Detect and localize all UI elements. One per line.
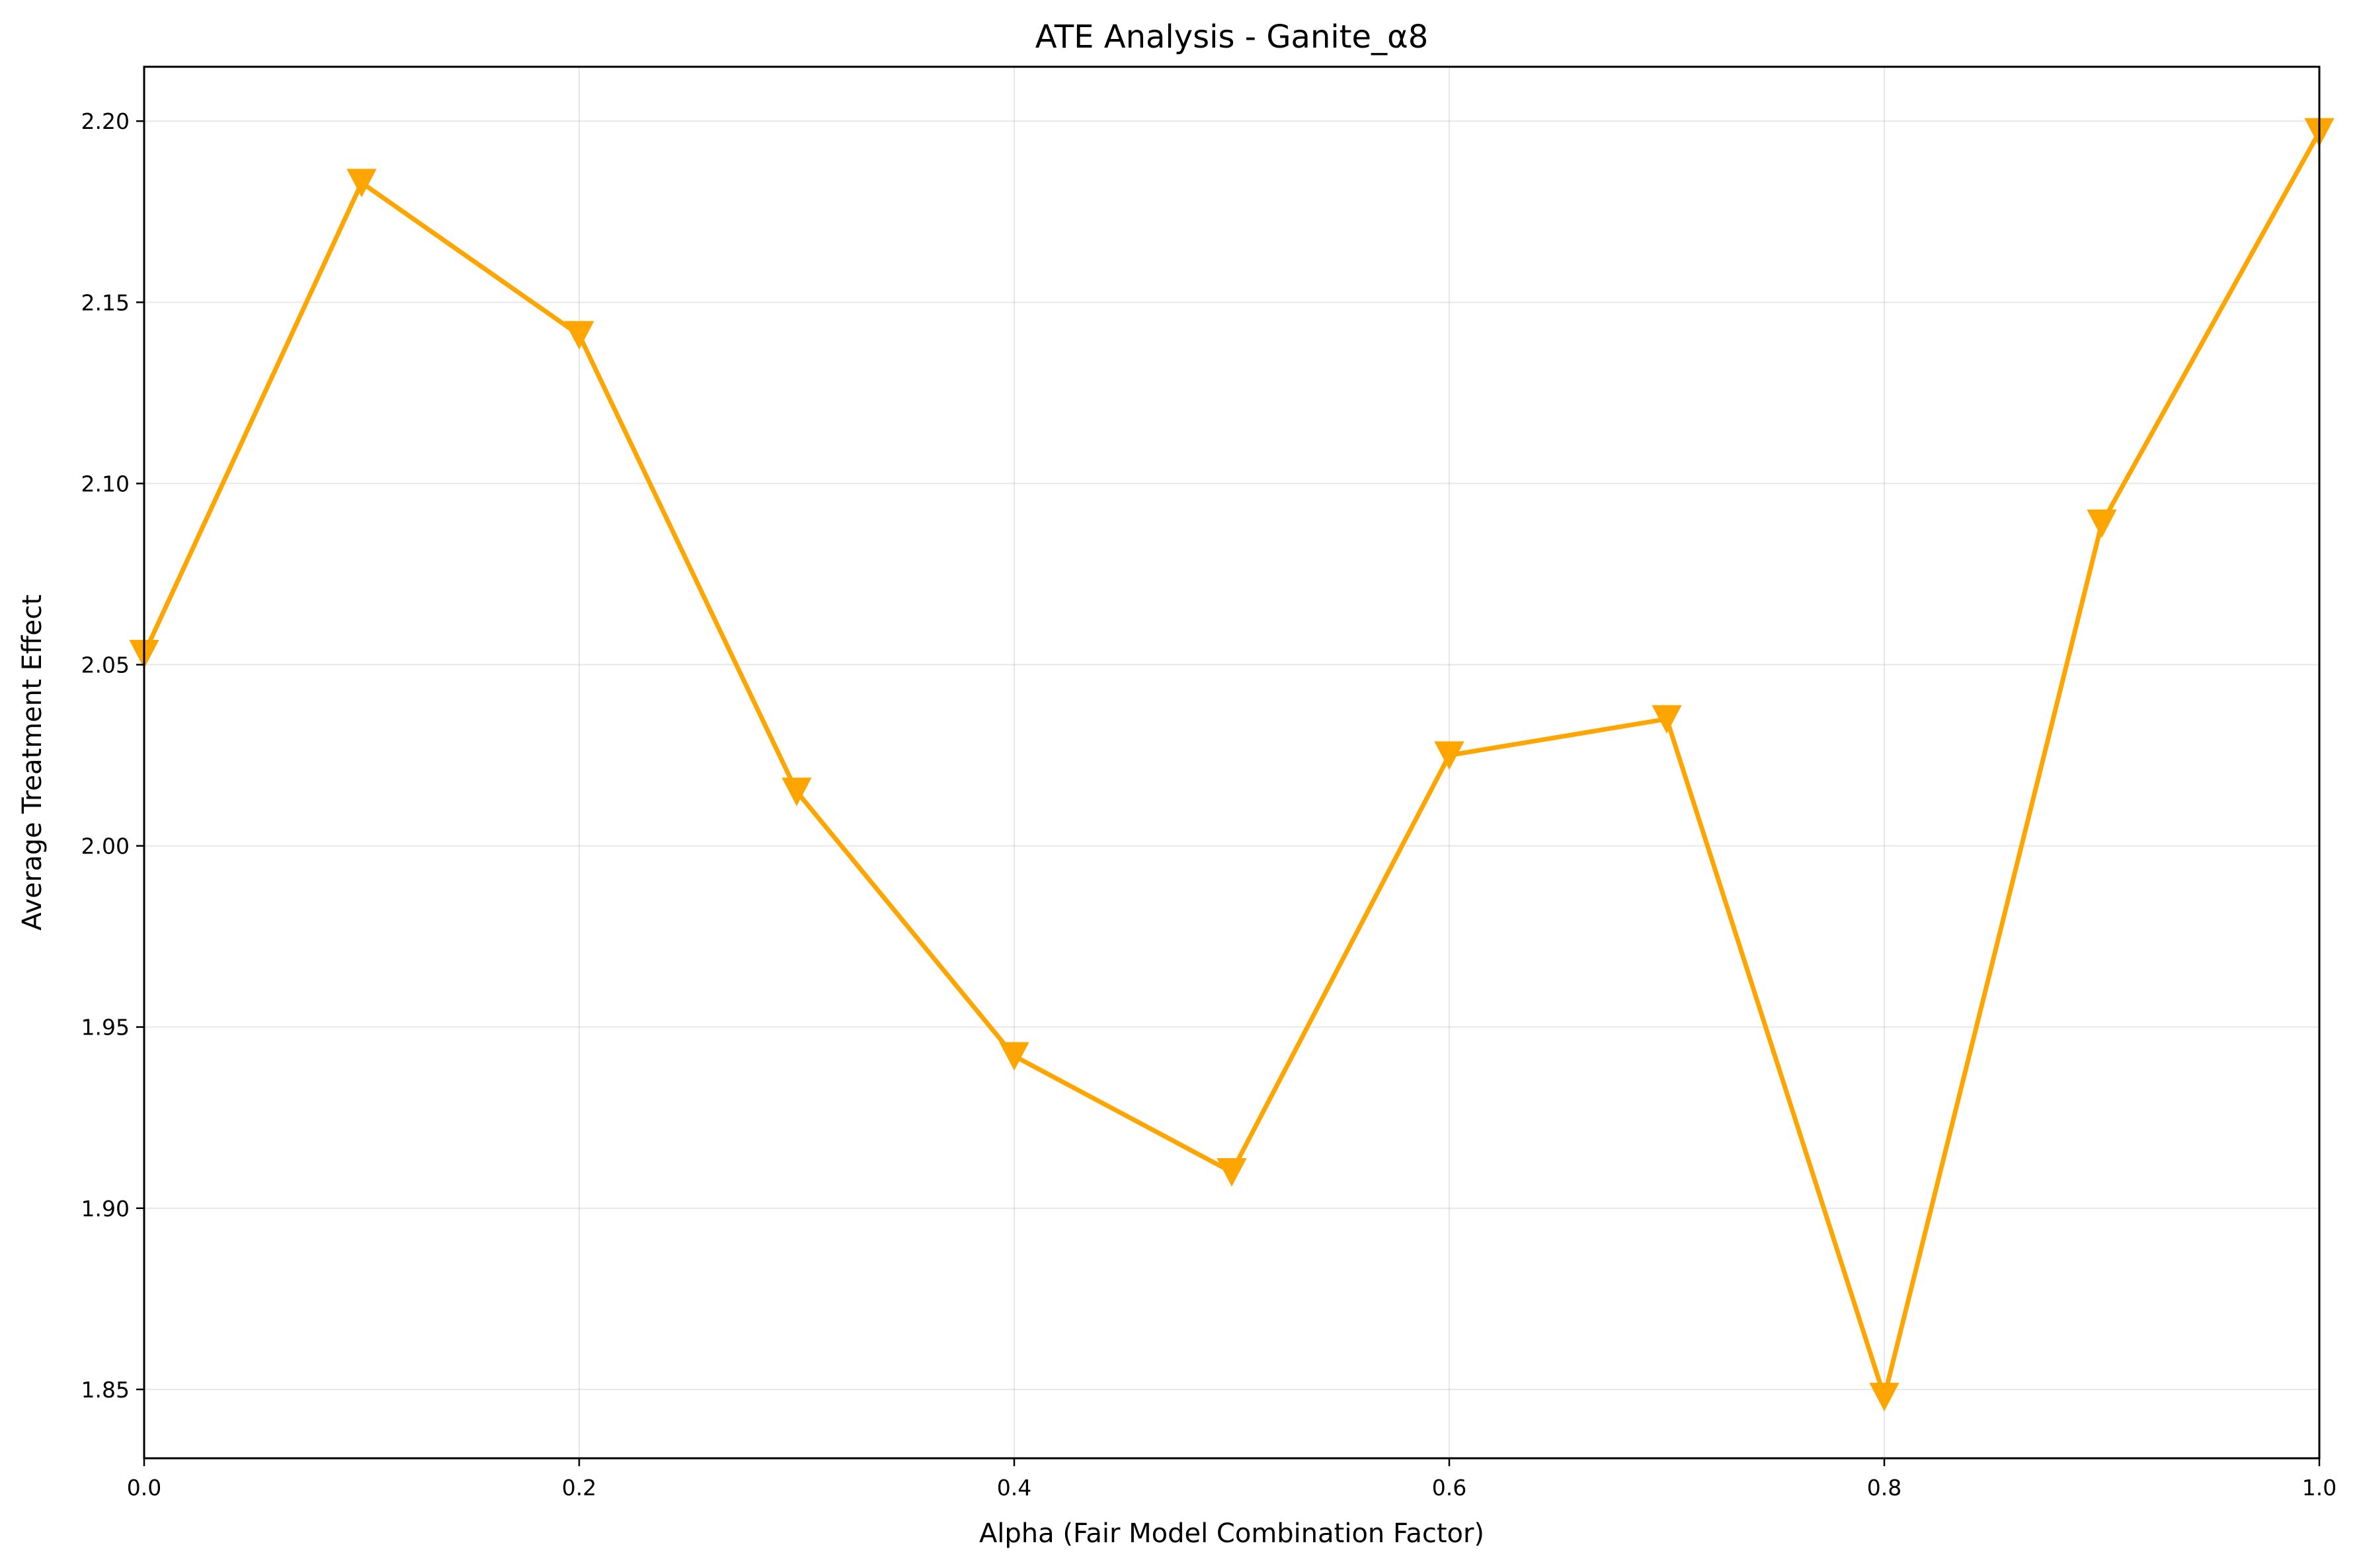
x-axis-label: Alpha (Fair Model Combination Factor) [979,1518,1484,1549]
y-tick-label: 2.15 [81,290,130,315]
x-tick-label: 0.4 [997,1475,1031,1501]
ticks: 0.0 0.2 0.4 0.6 0.8 1.0 1.85 1.90 1.95 2.00 2.05 2.… [81,108,2337,1501]
x-tick-label: 0.0 [127,1475,161,1501]
y-tick-label: 2.20 [81,108,130,134]
y-tick-label: 1.90 [81,1196,130,1222]
y-tick-label: 2.00 [81,834,130,859]
x-tick-label: 0.2 [562,1475,596,1501]
data-point-marker [2087,509,2117,538]
data-point-marker [1652,705,1682,734]
y-tick-label: 1.85 [81,1377,130,1403]
data-point-marker [564,321,594,350]
series-group [129,118,2335,1411]
data-point-marker [1217,1157,1247,1187]
x-tick-label: 0.6 [1432,1475,1466,1501]
y-axis-label: Average Treatment Effect [17,594,48,930]
chart-title: ATE Analysis - Ganite_α8 [1035,19,1429,56]
data-point-marker [999,1042,1029,1071]
data-point-marker [1869,1382,1899,1411]
y-tick-label: 2.05 [81,652,130,678]
data-point-marker [346,169,377,198]
data-point-marker [1434,741,1464,770]
x-tick-label: 0.8 [1867,1475,1901,1501]
y-tick-label: 1.95 [81,1015,130,1040]
data-point-marker [781,777,812,806]
y-tick-label: 2.10 [81,471,130,496]
plot-frame [143,65,2321,1460]
x-tick-label: 1.0 [2302,1475,2337,1501]
